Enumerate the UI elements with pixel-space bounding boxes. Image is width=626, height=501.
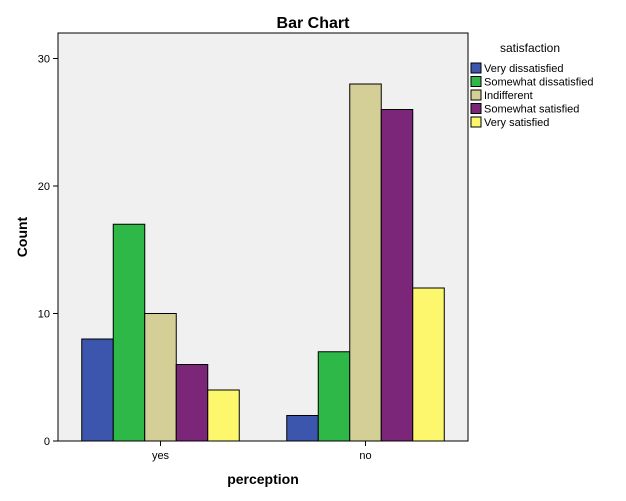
legend-label-somewhat-dissatisfied: Somewhat dissatisfied — [484, 77, 593, 89]
legend-swatch-very-satisfied — [470, 116, 482, 128]
bar-yes-very-satisfied — [207, 389, 240, 442]
chart-title: Bar Chart — [277, 15, 351, 32]
y-axis: 0 10 20 30 — [38, 54, 58, 448]
legend-title: satisfaction — [500, 41, 560, 55]
y-axis-title: Count — [14, 216, 30, 257]
legend: satisfaction Very dissatisfied Somewhat d… — [470, 41, 593, 129]
legend-label-indifferent: Indifferent — [484, 90, 533, 102]
legend-swatch-very-dissatisfied — [470, 62, 482, 74]
legend-label-very-satisfied: Very satisfied — [484, 117, 549, 129]
x-tick-label-no: no — [359, 450, 371, 462]
bar-yes-somewhat-dissatisfied — [112, 223, 146, 442]
legend-swatch-somewhat-dissatisfied — [470, 76, 482, 87]
bar-yes-indifferent — [144, 313, 177, 442]
bars-group — [81, 83, 445, 442]
y-tick-label: 30 — [38, 54, 50, 66]
bar-no-indifferent — [349, 83, 382, 442]
y-tick-label: 0 — [44, 436, 50, 448]
x-axis-title: perception — [227, 471, 299, 487]
bar-no-somewhat-satisfied — [380, 109, 414, 442]
y-tick-label: 10 — [38, 309, 50, 321]
legend-label-somewhat-satisfied: Somewhat satisfied — [484, 104, 579, 116]
bar-yes-somewhat-satisfied — [175, 364, 209, 442]
bar-no-somewhat-dissatisfied — [317, 351, 351, 442]
legend-swatch-indifferent — [470, 89, 482, 101]
y-tick-label: 20 — [38, 181, 50, 193]
legend-swatch-somewhat-satisfied — [470, 103, 482, 114]
bar-yes-very-dissatisfied — [81, 338, 114, 442]
bar-no-very-dissatisfied — [286, 415, 319, 442]
x-tick-label-yes: yes — [152, 450, 170, 462]
x-axis: yes no — [152, 441, 372, 462]
legend-label-very-dissatisfied: Very dissatisfied — [484, 63, 563, 75]
bar-no-very-satisfied — [412, 287, 445, 442]
